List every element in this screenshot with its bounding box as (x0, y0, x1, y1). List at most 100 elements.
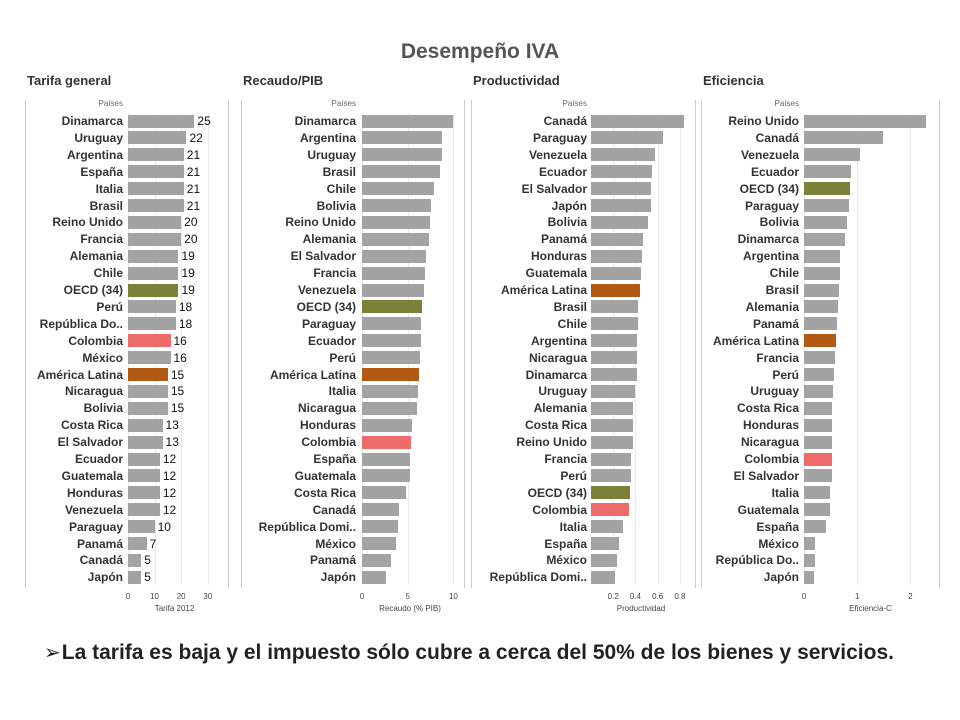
chart-2-category-label: Dinamarca (294, 114, 356, 128)
chart-1-category-label: República Do.. (39, 316, 123, 331)
chart-2-category-label: Francia (313, 266, 356, 281)
chart-2-category-label: Alemania (302, 232, 356, 247)
chart-2-bar-costa-rica (362, 486, 406, 500)
chart-4-bar-canada (804, 131, 883, 145)
chart-1-tick-label: 0 (125, 592, 131, 601)
chart-1-category-label: OECD (34) (63, 283, 123, 297)
chart-3-category-header: Países (562, 99, 587, 108)
chart-2-category-label: Argentina (299, 130, 356, 145)
chart-1-category-label: Francia (80, 232, 123, 247)
chart-3-bar-nicaragua (591, 351, 637, 365)
chart-4-category-label: Costa Rica (736, 401, 799, 416)
chart-4-category-label: Dinamarca (737, 232, 799, 247)
chart-1-bar-colombia (128, 334, 171, 348)
chart-1-value-label: 12 (162, 452, 177, 466)
chart-3-category-label: Panamá (540, 232, 587, 247)
chart-2-bar-colombia (362, 435, 412, 449)
chart-3-bar-espana (591, 537, 619, 550)
chart-1-value-label: 12 (162, 468, 177, 483)
chart-1-bar-el-salvador (128, 435, 163, 449)
chart-3-bar-italia (591, 520, 624, 534)
chart-1-gridline (128, 113, 129, 585)
chart-3-gridline (679, 113, 681, 585)
chart-1-category-label: Perú (96, 299, 123, 314)
chart-4-category-label: El Salvador (733, 468, 799, 483)
chart-1-category-label: Venezuela (64, 502, 123, 517)
chart-3-category-label: Chile (557, 316, 587, 331)
chart-1-category-label: Costa Rica (60, 418, 123, 433)
chart-4-category-label: Uruguay (750, 384, 799, 399)
chart-3-bar-reino-unido (591, 435, 634, 449)
chart-4-category-label: Nicaragua (740, 435, 799, 450)
chart-3-category-label: Colombia (532, 502, 587, 517)
chart-1-bar-peru (128, 300, 176, 314)
chart-3-gridline (613, 113, 615, 585)
chart-3-bar-uruguay (591, 384, 636, 398)
chart-4-bar-colombia (804, 452, 833, 466)
chart-1-value-label: 12 (162, 485, 177, 500)
chart-4-bar-reino-unido (804, 114, 927, 128)
chart-4-gridline (857, 113, 859, 585)
chart-4-bar-uruguay (804, 384, 834, 398)
chart-4-bar-espana (804, 520, 826, 534)
chart-2-category-label: Brasil (322, 164, 356, 179)
chart-3-category-label: España (544, 536, 587, 551)
chart-2-bar-argentina (362, 131, 442, 145)
chart-4-category-label: Ecuador (750, 164, 799, 179)
chart-1-value-label: 22 (189, 130, 203, 145)
chart-4-bar-peru (804, 368, 834, 381)
chart-4-category-label: Canadá (755, 130, 799, 145)
chart-3-bar-francia (591, 452, 631, 466)
chart-3-category-label: América Latina (500, 283, 587, 297)
chart-2-category-label: Chile (326, 181, 356, 196)
chart-2-category-label: Costa Rica (293, 485, 356, 500)
chart-3-category-label: Bolivia (547, 215, 587, 230)
chart-3-bar-chile (591, 317, 638, 331)
chart-2-category-label: Bolivia (316, 198, 356, 213)
chart-3-title: Productividad (473, 73, 560, 88)
chart-1-value-label: 16 (173, 350, 187, 365)
chart-2-bar-dinamarca (362, 114, 453, 128)
chart-1-category-label: España (80, 164, 123, 179)
chart-4-bar-ecuador (804, 165, 851, 179)
chart-4-category-header: Países (774, 99, 799, 108)
chart-3-category-label: Brasil (553, 299, 587, 314)
chart-1-value-label: 10 (157, 519, 171, 534)
chart-1-category-label: Reino Unido (52, 215, 123, 230)
chart-2-category-label: América Latina (269, 367, 356, 382)
chart-4-category-label: República Do.. (715, 553, 799, 568)
chart-4-category-label: Reino Unido (728, 114, 799, 128)
chart-2-category-label: OECD (34) (296, 299, 356, 314)
chart-2-category-label: Perú (329, 350, 356, 365)
chart-3-bar-honduras (591, 249, 643, 263)
chart-1-bar-oecd-34 (128, 283, 179, 297)
chart-2-bar-brasil (362, 165, 440, 179)
chart-2-category-label: Panamá (309, 553, 356, 568)
caption: ➢La tarifa es baja y el impuesto sólo cu… (44, 638, 934, 668)
chart-3-category-label: Ecuador (538, 164, 587, 179)
chart-3-bar-bolivia (591, 215, 648, 229)
chart-2-bar-espana (362, 452, 411, 466)
chart-3-category-label: Reino Unido (516, 435, 587, 450)
chart-2-category-label: Reino Unido (285, 215, 356, 230)
chart-4-tick-label: 0 (801, 592, 807, 601)
chart-4-gridline (910, 113, 912, 585)
chart-1-category-label: Chile (93, 266, 123, 281)
chart-1-value-label: 21 (186, 164, 201, 179)
chart-4-category-label: Panamá (752, 316, 799, 331)
chart-4-category-label: Bolivia (759, 215, 799, 230)
chart-2-category-label: Nicaragua (297, 401, 356, 416)
chart-1-value-label: 21 (186, 147, 201, 162)
chart-3-category-label: México (546, 553, 587, 568)
chart-2-gridline (407, 113, 409, 585)
chart-1-bar-brasil (128, 199, 184, 212)
arrow-bullet-icon: ➢ (44, 642, 61, 664)
chart-1-category-label: Argentina (66, 147, 123, 162)
chart-1-bar-uruguay (128, 131, 187, 145)
chart-1-category-header: Países (98, 99, 123, 108)
chart-4-category-label: Italia (771, 485, 799, 500)
chart-1-tick-label: 30 (203, 592, 213, 601)
chart-4-bar-america-latina (804, 334, 836, 348)
page-title: Desempeño IVA (400, 40, 560, 63)
chart-1-value-label: 15 (170, 384, 185, 399)
